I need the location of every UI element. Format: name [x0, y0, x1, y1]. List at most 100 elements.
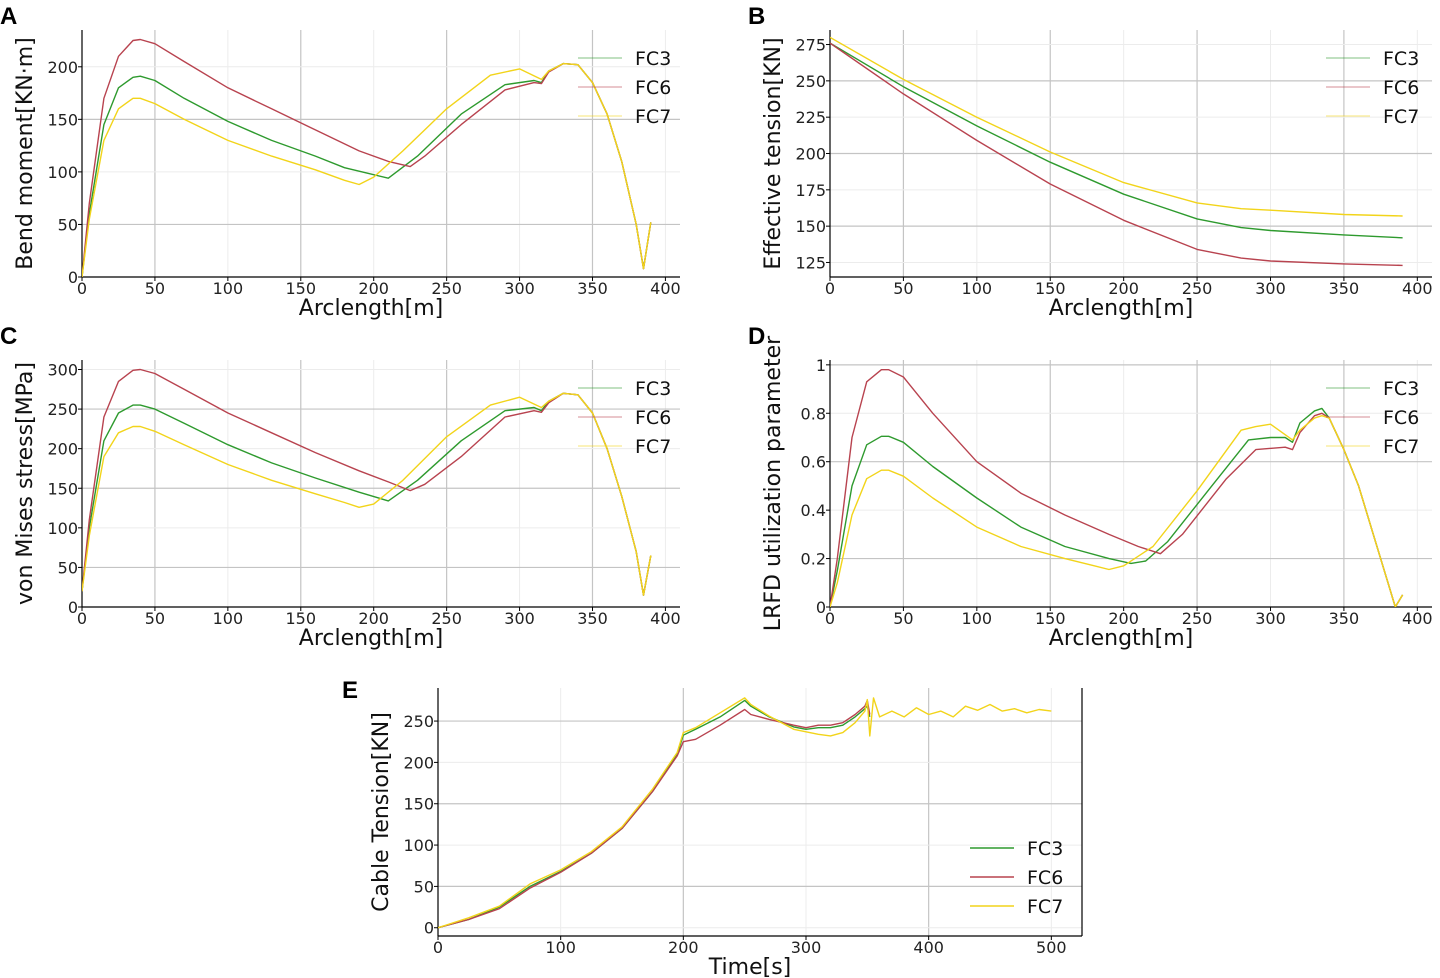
x-tick-label: 50 [893, 609, 913, 628]
series-line-fc7 [438, 697, 1052, 929]
legend: FC3 FC6 FC7 [1326, 48, 1419, 128]
legend-label-fc3: FC3 [1027, 838, 1063, 860]
legend-label-fc6: FC6 [1027, 867, 1063, 889]
x-axis-title: Time[s] [708, 955, 791, 978]
x-tick-label: 50 [145, 609, 165, 628]
series-line-fc3 [830, 42, 1403, 239]
series-line-fc6 [438, 699, 871, 929]
x-tick-label: 400 [913, 938, 944, 957]
legend-label-fc3: FC3 [1383, 378, 1419, 400]
y-tick-label: 0 [816, 598, 826, 617]
x-tick-label: 100 [545, 938, 576, 957]
x-axis-title: Arclength[m] [299, 626, 443, 651]
y-tick-label: 200 [47, 440, 78, 459]
legend-label-fc6: FC6 [1383, 77, 1419, 99]
y-tick-label: 200 [795, 145, 826, 164]
x-tick-label: 350 [1329, 279, 1360, 298]
y-tick-label: 0.8 [801, 404, 826, 423]
x-tick-label: 250 [1182, 609, 1213, 628]
series-line-fc6 [82, 38, 652, 277]
x-tick-label: 200 [1108, 609, 1139, 628]
chart-panel-c: 0 50 100 150 200 250 300 350 400 0 50 100 150 200 250 3… [0, 323, 681, 651]
x-axis-title: Arclength[m] [1049, 296, 1193, 321]
chart-panel-e: 0 100 200 300 400 500 0 50 100 150 200 250 Time[s] Ca… [342, 677, 1083, 978]
legend-label-fc3: FC3 [635, 378, 671, 400]
x-tick-label: 50 [893, 279, 913, 298]
series-line-fc6 [82, 368, 652, 596]
x-tick-label: 400 [650, 279, 681, 298]
x-tick-label: 50 [145, 279, 165, 298]
y-tick-label: 150 [403, 795, 434, 814]
x-tick-label: 300 [791, 938, 822, 957]
x-tick-label: 100 [962, 279, 993, 298]
y-tick-label: 0 [68, 598, 78, 617]
x-tick-label: 500 [1036, 938, 1067, 957]
legend-label-fc7: FC7 [1383, 436, 1419, 458]
x-tick-label: 200 [358, 279, 389, 298]
series-line-fc7 [830, 36, 1403, 217]
y-axis-title: Cable Tension[KN] [369, 712, 394, 912]
y-tick-label: 0 [68, 268, 78, 287]
x-tick-label: 400 [650, 609, 681, 628]
legend-label-fc7: FC7 [1383, 106, 1419, 128]
legend: FC3 FC6 FC7 [578, 378, 671, 458]
y-tick-label: 300 [47, 361, 78, 380]
panel-label-c: C [0, 323, 17, 350]
x-tick-label: 200 [358, 609, 389, 628]
y-tick-label: 100 [47, 163, 78, 182]
x-tick-label: 150 [286, 279, 317, 298]
x-tick-label: 250 [431, 279, 462, 298]
y-tick-label: 250 [403, 712, 434, 731]
y-tick-label: 125 [795, 253, 826, 272]
x-tick-label: 400 [1402, 279, 1433, 298]
panel-label-d: D [748, 323, 765, 350]
legend: FC3 FC6 FC7 [578, 48, 671, 128]
y-tick-label: 1 [816, 356, 826, 375]
legend-label-fc6: FC6 [635, 77, 671, 99]
series-line-fc3 [438, 699, 871, 929]
panel-label-a: A [0, 3, 17, 30]
y-tick-label: 200 [403, 753, 434, 772]
legend: FC3 FC6 FC7 [1326, 378, 1419, 458]
y-tick-label: 150 [47, 110, 78, 129]
x-tick-label: 150 [286, 609, 317, 628]
x-tick-label: 0 [825, 609, 835, 628]
series-line-fc3 [82, 62, 652, 277]
x-tick-label: 300 [1255, 279, 1286, 298]
series-line-fc6 [830, 369, 1404, 607]
legend-label-fc6: FC6 [1383, 407, 1419, 429]
series-line-fc7 [830, 415, 1404, 607]
y-tick-label: 0.4 [801, 501, 826, 520]
y-tick-label: 150 [47, 479, 78, 498]
x-tick-label: 100 [962, 609, 993, 628]
x-tick-label: 200 [668, 938, 699, 957]
legend-label-fc6: FC6 [635, 407, 671, 429]
x-tick-label: 300 [504, 609, 535, 628]
y-tick-label: 0.2 [801, 550, 826, 569]
y-tick-label: 50 [58, 215, 78, 234]
x-tick-label: 350 [577, 279, 608, 298]
series-line-fc7 [82, 392, 652, 596]
legend-label-fc3: FC3 [635, 48, 671, 70]
series-line-fc7 [82, 62, 652, 277]
y-tick-label: 275 [795, 36, 826, 55]
chart-panel-a: 0 50 100 150 200 250 300 350 400050100150200Arcl… [0, 3, 681, 321]
x-axis-title: Arclength[m] [299, 296, 443, 321]
legend-label-fc7: FC7 [1027, 896, 1063, 918]
x-tick-label: 200 [1108, 279, 1139, 298]
panel-label-e: E [342, 677, 358, 704]
chart-panel-d: 0 50 100 150 200 250 300 350 400 0 0.2 0.4 0.6 0.8 1 Ar… [748, 323, 1433, 651]
y-axis-title: Bend moment[KN·m] [13, 37, 38, 269]
y-tick-label: 0 [424, 919, 434, 938]
y-tick-label: 225 [795, 108, 826, 127]
x-tick-label: 150 [1035, 609, 1066, 628]
chart-panel-b: 0 50 100 150 200 250 300 350 400 125 150 175 200 225 2… [748, 3, 1433, 321]
x-tick-label: 0 [433, 938, 443, 957]
y-tick-label: 150 [795, 217, 826, 236]
x-tick-label: 150 [1035, 279, 1066, 298]
y-tick-label: 250 [47, 400, 78, 419]
x-tick-label: 100 [213, 279, 244, 298]
y-tick-label: 100 [47, 519, 78, 538]
legend-label-fc7: FC7 [635, 436, 671, 458]
